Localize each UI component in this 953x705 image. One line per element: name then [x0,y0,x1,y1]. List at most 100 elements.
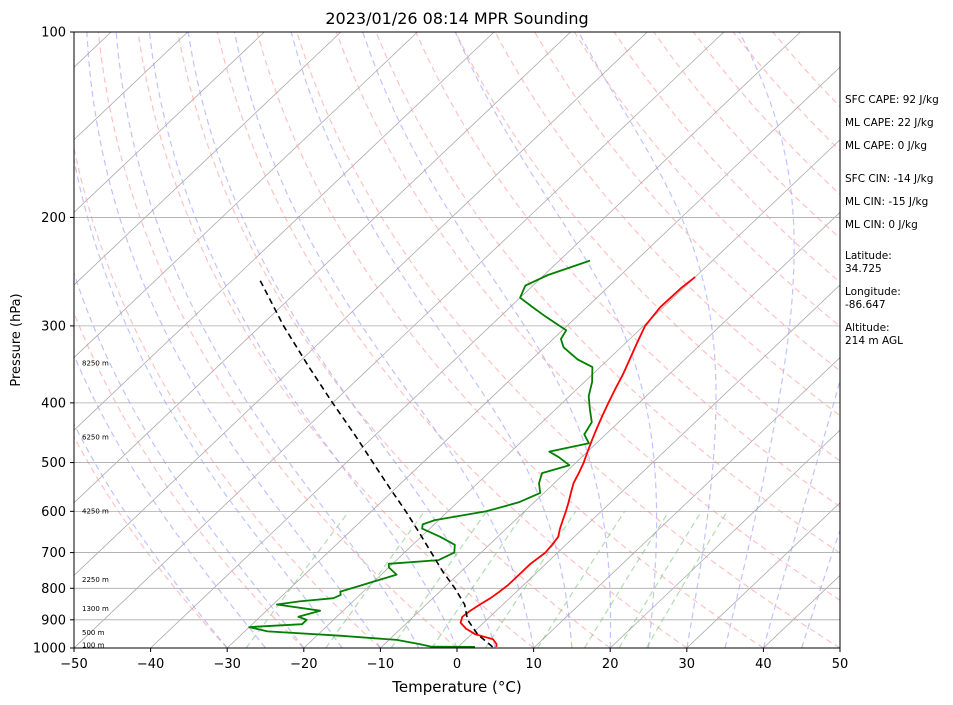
height-label: 4250 m [82,507,109,515]
y-tick-label: 900 [41,613,66,628]
dry-adiabat [573,32,840,328]
moist-adiabat [74,271,305,648]
dewpoint-line [248,259,594,648]
isotherm [456,284,840,648]
isotherm [74,32,265,213]
height-label: 8250 m [82,359,109,367]
stat-ml-cape: ML CAPE: 22 J/kg [845,117,934,129]
isotherm [686,502,840,648]
moist-adiabat [233,32,535,648]
dry-adiabat [613,32,840,283]
x-tick-label: 10 [525,657,542,672]
dry-adiabat [74,145,381,648]
x-tick-label: 0 [453,657,461,672]
plot-frame [73,31,841,649]
y-tick-label: 1000 [33,642,66,657]
dry-adiabat [74,311,305,648]
dry-adiabat [137,32,534,648]
dry-adiabat [256,32,764,648]
stat-sfc-cape: SFC CAPE: 92 J/kg [845,94,939,106]
moist-adiabat [86,32,381,648]
x-tick-label: −40 [137,657,164,672]
y-tick-label: 800 [41,582,66,597]
sounding-stats-panel: SFC CAPE: 92 J/kg ML CAPE: 22 J/kg ML CAPE… [845,94,953,348]
isotherm [74,32,648,576]
stat-longitude: Longitude: -86.647 [845,286,901,311]
y-tick-label: 700 [41,546,66,561]
moist-adiabat [187,32,496,648]
moist-adiabat [454,32,658,648]
y-tick-label: 200 [41,211,66,226]
stat-sfc-cin: SFC CIN: -14 J/kg [845,173,934,185]
dry-adiabat [375,32,840,554]
stat-latitude: Latitude: 34.725 [845,250,892,275]
height-label: 1300 m [82,605,109,613]
dry-adiabat [97,32,458,648]
mixing-ratio-line [390,510,488,648]
moist-adiabat [762,378,840,648]
isotherm [150,32,801,648]
x-axis-label: Temperature (°C) [391,678,521,696]
dry-adiabat [335,32,840,601]
stat-ml-cape2: ML CAPE: 0 J/kg [845,140,928,152]
dry-adiabat [494,32,840,417]
x-axis-ticks: −50 −40 −30 −20 −10 0 10 20 30 40 50 [60,648,848,672]
isotherm [74,32,725,648]
mixing-ratio-line [484,510,577,648]
profile-lines [248,259,696,648]
y-tick-label: 500 [41,456,66,471]
mixing-ratio-line [325,510,426,648]
y-axis-ticks: 100 200 300 400 500 600 700 800 900 1000 [33,26,74,657]
mixing-ratio-line [618,510,702,648]
height-label: 500 m [82,629,105,637]
moist-adiabat [115,32,420,648]
isotherm [74,32,571,504]
height-label: 6250 m [82,433,109,441]
stat-ml-cin: ML CIN: -15 J/kg [845,196,929,208]
mixing-ratio-line [536,510,626,648]
moist-adiabat [362,32,612,648]
dry-adiabat [177,32,611,648]
dry-adiabat [534,32,840,372]
moist-adiabat [801,528,840,648]
dry-adiabat [296,32,840,648]
moist-adiabat [74,156,343,648]
y-tick-label: 100 [41,26,66,41]
y-axis-label: Pressure (hPa) [9,293,24,386]
height-label: 100 m [82,641,105,649]
dry-adiabat [74,435,228,648]
dry-adiabat [454,32,840,462]
x-tick-label: 20 [602,657,619,672]
y-tick-label: 400 [41,396,66,411]
y-tick-label: 600 [41,505,66,520]
x-tick-label: −50 [60,657,87,672]
background-lines [74,32,840,648]
isotherm [226,66,840,648]
isotherm [609,429,840,648]
mixing-ratio-line [645,510,728,648]
x-tick-label: 30 [679,657,696,672]
isotherm [74,32,418,359]
moist-adiabat [724,32,795,648]
stat-ml-cin2: ML CIN: 0 J/kg [845,219,918,231]
x-tick-label: −30 [213,657,240,672]
moist-adiabat [577,32,717,648]
x-tick-label: −20 [290,657,317,672]
x-tick-label: 40 [755,657,772,672]
mixing-ratio-line [245,510,350,648]
moist-adiabat [74,422,228,648]
temperature-line [459,276,696,647]
pressure-gridlines [74,31,840,649]
moist-adiabat [74,353,266,648]
isotherm [533,357,840,648]
parcel-path-line [257,276,494,648]
moist-adiabat [290,32,573,648]
isotherm [74,32,342,286]
mixing-ratio-line [583,510,670,648]
dry-adiabat [216,32,688,648]
isotherm [380,211,840,648]
height-label: 2250 m [82,576,109,584]
height-labels: 100 m 500 m 1300 m 2250 m 4250 m 6250 m 8250 m [82,359,109,649]
isotherm [303,139,840,648]
